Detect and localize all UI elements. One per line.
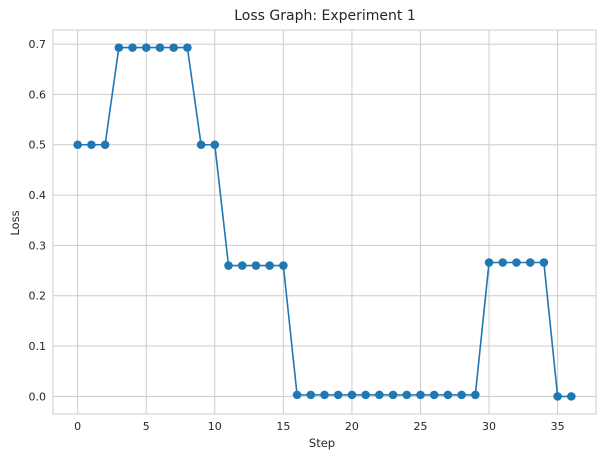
- data-point: [361, 390, 370, 400]
- x-tick-label: 5: [143, 420, 150, 433]
- y-axis-label: Loss: [8, 210, 22, 235]
- x-axis-label: Step: [309, 436, 335, 450]
- data-point: [114, 43, 124, 52]
- y-tick-label: 0.7: [29, 38, 47, 51]
- data-point: [183, 43, 192, 52]
- series-loss: [73, 43, 576, 401]
- data-point: [87, 140, 96, 150]
- data-point: [265, 261, 274, 270]
- data-point: [279, 261, 288, 270]
- data-point: [375, 390, 384, 400]
- data-point: [320, 390, 329, 400]
- data-point: [512, 258, 521, 267]
- data-point: [539, 258, 549, 267]
- data-point: [443, 390, 453, 400]
- x-tick-label: 15: [276, 420, 290, 433]
- y-tick-label: 0.1: [29, 340, 47, 353]
- x-tick-label: 30: [482, 420, 496, 433]
- x-ticks: 0 5 10 15 20 25 30 35: [74, 420, 564, 433]
- data-point: [292, 390, 302, 400]
- data-point: [100, 140, 110, 150]
- data-point: [484, 258, 494, 267]
- x-tick-label: 0: [74, 420, 81, 433]
- grid: [53, 30, 596, 414]
- data-point: [402, 390, 412, 400]
- data-point: [196, 140, 206, 150]
- data-point: [128, 43, 137, 52]
- plot-frame: [52, 29, 597, 415]
- data-point: [471, 390, 480, 400]
- chart-title: Loss Graph: Experiment 1: [234, 8, 416, 24]
- y-tick-label: 0.3: [29, 239, 47, 252]
- y-tick-label: 0.2: [29, 290, 47, 303]
- data-point: [553, 392, 562, 401]
- data-point: [251, 261, 261, 270]
- y-tick-label: 0.4: [29, 189, 47, 202]
- data-point: [388, 390, 398, 400]
- y-ticks: 0.0 0.1 0.2 0.3 0.4 0.5 0.6 0.7: [29, 38, 47, 403]
- x-tick-label: 10: [208, 420, 222, 433]
- data-point: [567, 392, 576, 401]
- y-tick-label: 0.5: [29, 139, 47, 152]
- data-point: [498, 258, 508, 267]
- data-point: [73, 140, 82, 150]
- x-tick-label: 35: [551, 420, 565, 433]
- data-point: [429, 390, 439, 400]
- data-point: [416, 390, 425, 400]
- data-point: [169, 43, 178, 52]
- data-point: [224, 261, 233, 270]
- data-point: [210, 140, 220, 150]
- data-point: [306, 390, 316, 400]
- data-point: [237, 261, 247, 270]
- x-tick-label: 25: [413, 420, 427, 433]
- data-point: [333, 390, 343, 400]
- x-tick-label: 20: [345, 420, 359, 433]
- y-tick-label: 0.6: [29, 88, 47, 101]
- data-point: [141, 43, 151, 52]
- data-point: [347, 390, 357, 400]
- y-tick-label: 0.0: [29, 390, 47, 403]
- data-point: [155, 43, 165, 52]
- data-point: [457, 390, 466, 400]
- data-point: [525, 258, 535, 267]
